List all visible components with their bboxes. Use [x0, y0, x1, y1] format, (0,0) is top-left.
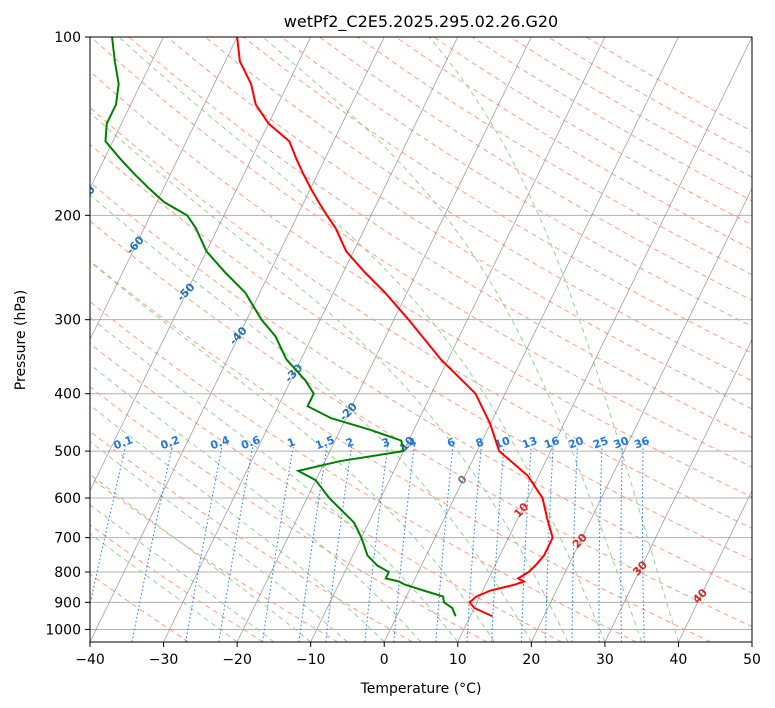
y-axis-title: Pressure (hPa) [13, 290, 29, 390]
mixing-ratio-label: 0.1 [112, 433, 135, 452]
temperature-profile-line [236, 37, 554, 618]
dry-adiabat [90, 220, 752, 628]
mixing-ratio-label: 13 [520, 434, 539, 451]
isotherm-line [604, 338, 752, 642]
mixing-ratio-line [185, 445, 223, 642]
moist-adiabat [90, 112, 569, 642]
y-tick-label: 200 [54, 208, 81, 224]
mixing-ratio-label: 20 [567, 434, 586, 452]
moist-adiabat [90, 363, 422, 642]
isotherm-line [163, 37, 459, 642]
moist-adiabat [90, 440, 348, 642]
plot-frame [89, 36, 753, 643]
mixing-ratio-label: 30 [612, 434, 631, 452]
isotherm-line [678, 489, 752, 642]
moist-adiabat [118, 37, 606, 642]
chart-title: wetPf2_C2E5.2025.295.02.26.G20 [284, 12, 558, 32]
isotherm-line [236, 37, 532, 642]
mixing-ratio-line [435, 445, 454, 642]
mixing-ratio-label: 6 [445, 435, 457, 450]
x-tick-label: 40 [670, 652, 688, 668]
dewpoint-profile-line [104, 37, 457, 617]
x-tick-label: 0 [380, 652, 389, 668]
moist-adiabat [90, 504, 275, 642]
moist-adiabat [428, 37, 679, 642]
y-tick-label: 800 [54, 565, 81, 581]
mixing-ratio-line [298, 445, 328, 642]
isotherm-line [310, 37, 606, 642]
x-tick-label: −20 [222, 652, 252, 668]
y-tick-label: 300 [54, 313, 81, 329]
isotherm-line [530, 187, 752, 642]
x-tick-label: 20 [522, 652, 540, 668]
dry-adiabat [90, 181, 752, 594]
mixing-ratio-label: 36 [632, 434, 651, 452]
background-lines [90, 37, 752, 642]
y-tick-label: 100 [54, 30, 81, 46]
mixing-ratio-line [262, 445, 294, 642]
y-tick-label: 1000 [45, 622, 81, 638]
dry-adiabat [204, 37, 752, 382]
moist-adiabat [90, 316, 459, 642]
mixing-ratio-label: 0.4 [209, 433, 232, 452]
plot-area [90, 37, 752, 642]
y-tick-label: 700 [54, 531, 81, 547]
dry-adiabat [90, 260, 711, 642]
y-axis: 100 200 300 400 500 600 700 800 900 1000 [45, 30, 90, 638]
x-tick-label: 50 [743, 652, 761, 668]
isotherm-line [90, 37, 312, 492]
profile-series [104, 37, 554, 618]
x-tick-label: −10 [296, 652, 326, 668]
mixing-ratio-line [218, 445, 254, 642]
moist-adiabat [90, 404, 385, 642]
dry-adiabat [90, 143, 752, 561]
isotherm-line [457, 37, 752, 642]
dry-adiabat [90, 300, 637, 642]
isotherm-label: -70 [75, 183, 98, 207]
x-tick-label: 10 [449, 652, 467, 668]
y-tick-label: 600 [54, 491, 81, 507]
x-tick-label: −30 [149, 652, 179, 668]
dry-adiabat [90, 386, 488, 642]
mixing-ratio-line [131, 445, 173, 642]
moist-adiabat [90, 473, 311, 642]
mixing-ratio-label: 1 [285, 435, 297, 450]
mixing-ratio-label: 0.2 [159, 433, 182, 452]
dry-adiabat [90, 70, 752, 498]
mixing-ratio-label: 2 [344, 435, 356, 450]
moist-adiabat [90, 532, 238, 642]
mixing-ratio-label: 8 [474, 435, 486, 450]
isotherm-line [90, 37, 385, 642]
mixing-ratio-label: 25 [591, 434, 610, 451]
mixing-ratio-label: 0.6 [239, 433, 262, 452]
moist-adiabat [90, 194, 532, 642]
x-axis-title: Temperature (°C) [360, 681, 482, 697]
isotherm-line [90, 37, 164, 190]
x-tick-label: 30 [596, 652, 614, 668]
isotherm-line [383, 37, 679, 642]
y-tick-label: 400 [54, 387, 81, 403]
dry-adiabat [90, 106, 752, 529]
dry-adiabat [128, 37, 752, 439]
mixing-ratio-line [325, 445, 353, 642]
moist-adiabat [90, 261, 495, 642]
mixing-ratio-label: 1.5 [314, 433, 337, 452]
x-axis: −40 −30 −20 −10 0 10 20 30 40 50 [75, 642, 761, 668]
dry-adiabat [281, 37, 752, 328]
x-tick-label: −40 [75, 652, 105, 668]
mixing-ratio-line [393, 445, 415, 642]
dry-adiabat [90, 573, 189, 642]
dry-adiabat [90, 476, 339, 642]
mixing-ratio-label: 3 [380, 435, 392, 450]
mixing-ratio-label: 16 [542, 434, 561, 452]
y-tick-label: 500 [54, 444, 81, 460]
mixing-ratio-label: 4 [407, 435, 419, 450]
moist-adiabat [262, 37, 643, 642]
y-tick-label: 900 [54, 595, 81, 611]
